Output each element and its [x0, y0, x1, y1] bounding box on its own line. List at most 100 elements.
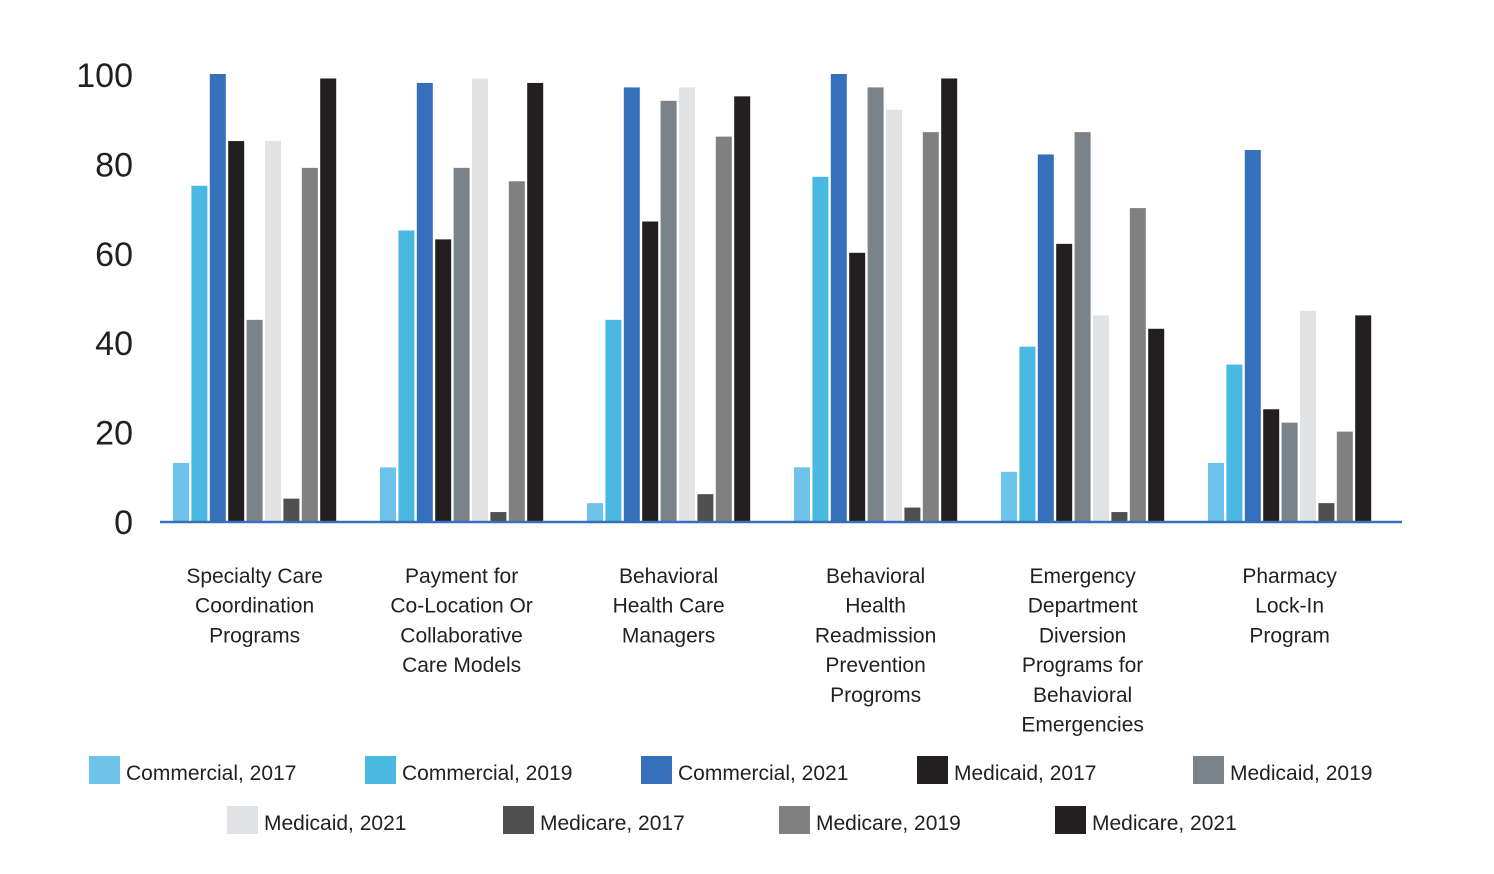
bar — [472, 78, 488, 521]
legend-swatch — [227, 806, 258, 834]
bar — [660, 100, 677, 521]
bar — [715, 136, 732, 521]
x-tick-label-line: Health Care — [613, 595, 725, 618]
x-tick-label-line: Behavioral — [619, 565, 718, 588]
legend: Commercial, 2017 Commercial, 2019 Commerci… — [89, 756, 1372, 835]
bar — [587, 503, 603, 521]
x-tick-label-line: Department — [1028, 595, 1138, 618]
bar — [1263, 409, 1280, 521]
x-tick-label-line: Care Models — [402, 654, 521, 677]
bar — [209, 74, 226, 521]
bar — [320, 78, 337, 521]
bar — [453, 167, 470, 521]
legend-swatch — [779, 806, 810, 834]
bar — [1208, 462, 1224, 521]
bar — [1281, 422, 1298, 521]
bar — [1093, 315, 1109, 521]
y-tick-label: 100 — [76, 57, 133, 95]
bar — [623, 87, 640, 521]
legend-label: Medicare, 2019 — [816, 812, 961, 835]
x-tick-label-line: Collaborative — [400, 624, 523, 647]
bar — [527, 82, 544, 521]
bar — [794, 467, 810, 521]
bar — [605, 319, 622, 521]
x-tick-label-line: Diversion — [1039, 624, 1127, 647]
legend-item: Medicaid, 2017 — [917, 756, 1096, 785]
legend-swatch — [89, 756, 120, 784]
x-tick-label-line: Payment for — [405, 565, 518, 588]
legend-item: Commercial, 2017 — [89, 756, 296, 785]
bar — [380, 467, 396, 521]
bar — [642, 221, 659, 521]
bar — [508, 181, 525, 521]
legend-swatch — [365, 756, 396, 784]
bar — [265, 141, 281, 522]
legend-swatch — [641, 756, 672, 784]
x-tick-label-line: Behavioral — [826, 565, 925, 588]
bar — [416, 82, 433, 521]
bar — [922, 132, 939, 522]
bar — [1244, 149, 1261, 522]
bar — [1318, 503, 1335, 521]
legend-item: Medicaid, 2019 — [1193, 756, 1372, 785]
y-tick-label: 60 — [95, 236, 133, 274]
legend-swatch — [1055, 806, 1086, 834]
legend-label: Medicaid, 2017 — [954, 762, 1096, 785]
legend-item: Medicare, 2021 — [1055, 806, 1237, 835]
bar — [886, 109, 902, 521]
x-tick-label-line: Readmission — [815, 624, 936, 647]
bar — [435, 239, 452, 521]
bar — [228, 141, 245, 522]
x-tick-label: Behavioral Health Care Managers — [613, 565, 725, 647]
x-tick-label-line: Emergency — [1029, 565, 1136, 588]
x-tick-label: Pharmacy Lock-In Program — [1242, 565, 1337, 647]
bar — [1226, 364, 1243, 521]
bar — [1056, 243, 1073, 522]
x-tick-label-line: Managers — [622, 624, 715, 647]
x-tick-label-line: Co-Location Or — [390, 595, 532, 618]
legend-swatch — [1193, 756, 1224, 784]
legend-label: Medicaid, 2019 — [1230, 762, 1372, 785]
bar — [830, 74, 847, 521]
bar — [490, 512, 507, 521]
y-tick-label: 40 — [95, 325, 133, 363]
bar — [301, 167, 318, 521]
x-tick-label: Behavioral Health Readmission Prevention Pro… — [815, 565, 936, 707]
x-tick-label: Specialty Care Coordination Programs — [186, 565, 323, 647]
x-tick-label-line: Emergencies — [1021, 714, 1144, 737]
bar — [1111, 512, 1128, 521]
legend-label: Commercial, 2021 — [678, 762, 848, 785]
legend-label: Medicare, 2017 — [540, 812, 685, 835]
x-tick-label-line: Coordination — [195, 595, 314, 618]
bar — [1336, 431, 1353, 521]
y-tick-label: 80 — [95, 146, 133, 184]
legend-swatch — [917, 756, 948, 784]
x-tick-label-line: Pharmacy — [1242, 565, 1337, 588]
bar — [904, 507, 921, 521]
bar — [849, 252, 866, 522]
x-tick-label-line: Prevention — [825, 654, 925, 677]
bar — [398, 230, 415, 521]
y-axis: 0 20 40 60 80 100 — [76, 57, 133, 542]
bars — [173, 74, 1372, 522]
x-tick-label: Payment for Co-Location Or Collaborative Ca… — [390, 565, 532, 677]
bar — [812, 176, 829, 521]
bar — [1300, 310, 1316, 521]
bar — [191, 185, 208, 521]
x-tick-label-line: Programs — [209, 624, 300, 647]
bar — [867, 87, 884, 521]
bar — [941, 78, 958, 521]
x-tick-label: Emergency Department Diversion Programs for… — [1021, 565, 1144, 737]
x-tick-label-line: Lock-In — [1255, 595, 1324, 618]
legend-item: Medicare, 2019 — [779, 806, 961, 835]
legend-label: Commercial, 2019 — [402, 762, 572, 785]
legend-item: Commercial, 2021 — [641, 756, 848, 785]
x-axis-labels: Specialty Care Coordination Programs Paymen… — [186, 565, 1337, 737]
bar — [283, 498, 300, 521]
bar — [173, 462, 189, 521]
bar — [1019, 346, 1036, 521]
bar — [697, 494, 714, 521]
legend-label: Medicaid, 2021 — [264, 812, 406, 835]
legend-item: Medicaid, 2021 — [227, 806, 406, 835]
